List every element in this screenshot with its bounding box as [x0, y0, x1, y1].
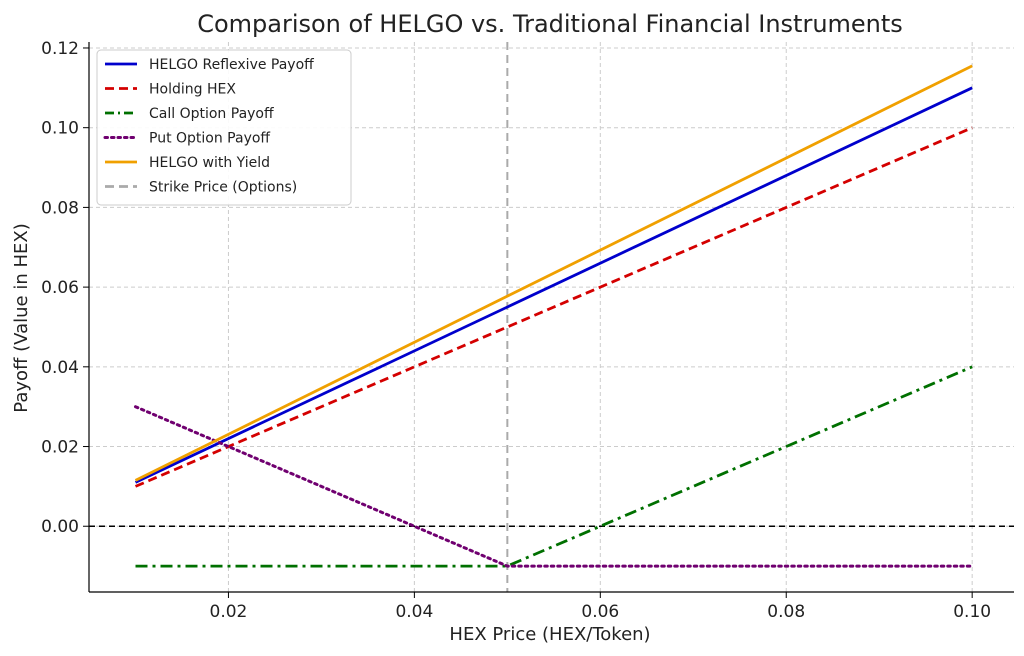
plot-area: 0.02 0.04 0.06 0.08 0.10 0.00 0.02 0.04 0.06 0.08… [41, 39, 1014, 622]
holding-hex-line [134, 126, 973, 488]
legend-box [96, 49, 352, 206]
y-tick-label: 0.00 [41, 517, 79, 537]
legend-label: HELGO Reflexive Payoff [149, 57, 314, 73]
chart-title: Comparison of HELGO vs. Traditional Fina… [197, 10, 903, 38]
x-axis-label: HEX Price (HEX/Token) [449, 624, 650, 645]
x-tick-label: 0.04 [395, 602, 433, 622]
legend-label: Strike Price (Options) [149, 180, 297, 196]
x-tick-label: 0.10 [953, 602, 991, 622]
helgo-reflexive-payoff-line [134, 86, 973, 484]
y-tick-label: 0.06 [41, 278, 79, 298]
y-tick-label: 0.02 [41, 438, 79, 458]
x-tick-label: 0.08 [767, 602, 805, 622]
legend: HELGO Reflexive Payoff Holding HEX Call Op… [96, 49, 352, 206]
legend-label: HELGO with Yield [149, 155, 270, 171]
x-tick-label: 0.02 [210, 602, 248, 622]
y-axis-label: Payoff (Value in HEX) [11, 223, 32, 412]
legend-label: Holding HEX [149, 82, 236, 98]
put-option-payoff-line [134, 405, 974, 568]
y-tick-label: 0.10 [41, 119, 79, 139]
y-tick-label: 0.08 [41, 198, 79, 218]
helgo-with-yield-line [134, 64, 973, 482]
legend-label: Call Option Payoff [149, 106, 274, 122]
y-tick-label: 0.12 [41, 39, 79, 59]
legend-label: Put Option Payoff [149, 131, 270, 147]
y-tick-label: 0.04 [41, 358, 79, 378]
call-option-payoff-line [135, 365, 973, 568]
x-tick-label: 0.06 [581, 602, 619, 622]
